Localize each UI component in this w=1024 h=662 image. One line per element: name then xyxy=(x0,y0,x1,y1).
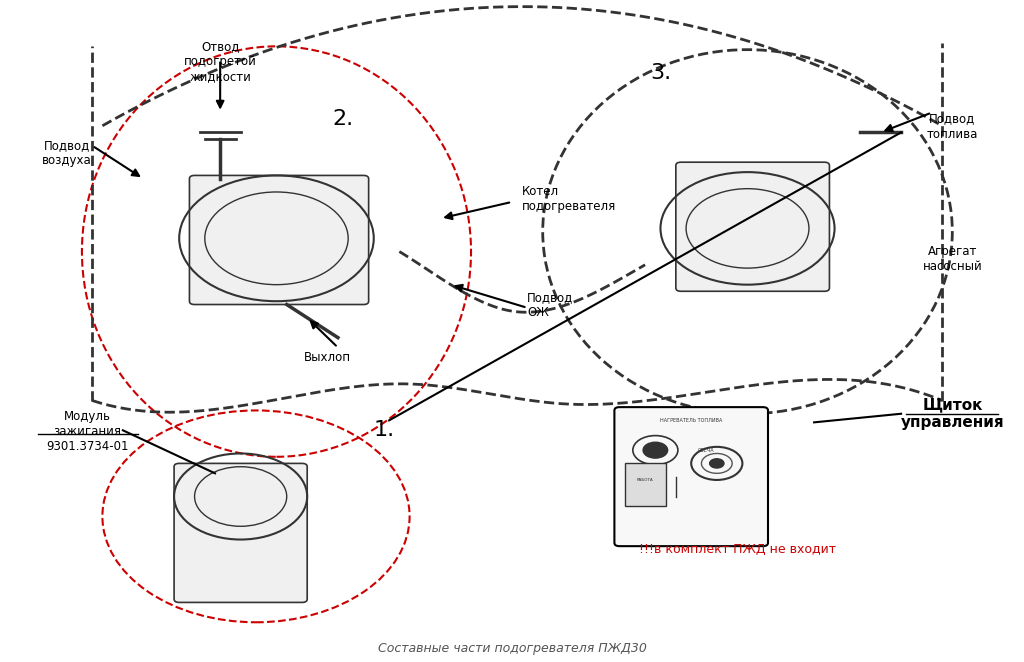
Text: 1.: 1. xyxy=(374,420,394,440)
Text: Подвод
ОЖ: Подвод ОЖ xyxy=(527,291,573,319)
Bar xyxy=(625,463,666,506)
Text: Составные части подогревателя ПЖД30: Составные части подогревателя ПЖД30 xyxy=(378,642,646,655)
Text: Агрегат
насосный: Агрегат насосный xyxy=(923,245,982,273)
FancyBboxPatch shape xyxy=(189,175,369,305)
FancyBboxPatch shape xyxy=(614,407,768,546)
Text: Выхлоп: Выхлоп xyxy=(304,351,351,364)
FancyBboxPatch shape xyxy=(676,162,829,291)
Text: НАГРЕВАТЕЛЬ ТОПЛИВА: НАГРЕВАТЕЛЬ ТОПЛИВА xyxy=(660,418,722,423)
Text: РАБОТА: РАБОТА xyxy=(637,478,653,482)
Circle shape xyxy=(710,459,724,468)
Text: Котел
подогревателя: Котел подогревателя xyxy=(522,185,616,213)
Text: СВЕЧА: СВЕЧА xyxy=(698,448,715,453)
Text: Отвод
подогретой
жидкости: Отвод подогретой жидкости xyxy=(183,40,257,83)
Text: Подвод
воздуха: Подвод воздуха xyxy=(42,139,91,167)
Text: 3.: 3. xyxy=(650,63,671,83)
Text: 2.: 2. xyxy=(333,109,353,129)
Text: Подвод
топлива: Подвод топлива xyxy=(927,113,978,140)
Text: Щиток
управления: Щиток управления xyxy=(900,397,1005,430)
FancyBboxPatch shape xyxy=(174,463,307,602)
Text: !!!в комплект ПЖД не входит: !!!в комплект ПЖД не входит xyxy=(639,543,836,556)
Circle shape xyxy=(643,442,668,458)
Text: Модуль
зажигания
9301.3734-01: Модуль зажигания 9301.3734-01 xyxy=(46,410,128,453)
